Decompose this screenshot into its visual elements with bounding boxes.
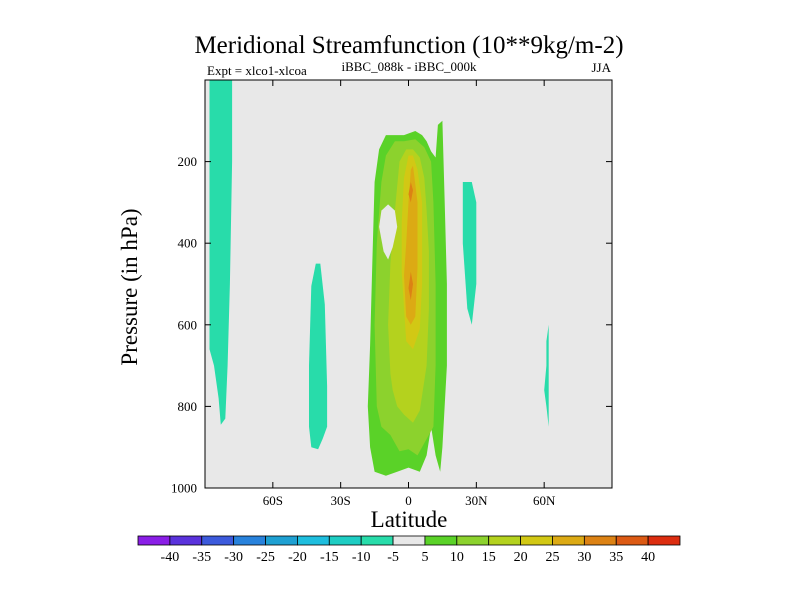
colorbar-swatch [552, 535, 585, 546]
colorbar-label: 35 [609, 550, 623, 565]
contour-regions [209, 80, 549, 476]
y-tick-label: 1000 [171, 481, 197, 496]
colorbar-swatch [647, 535, 681, 546]
colorbar-label: -35 [192, 550, 211, 565]
y-tick-label: 600 [178, 317, 198, 332]
colorbar-swatch [583, 535, 617, 546]
colorbar-swatch [360, 535, 394, 546]
colorbar-label: 15 [482, 550, 496, 565]
y-tick-label: 800 [178, 399, 198, 414]
y-tick-label: 200 [178, 154, 198, 169]
chart-subtitle-center: iBBC_088k - iBBC_000k [341, 59, 477, 74]
colorbar-label: 25 [545, 550, 559, 565]
contour-negative-5-10-nh-sub [462, 182, 477, 325]
colorbar-label: 5 [421, 550, 428, 565]
colorbar-label: -30 [224, 550, 243, 565]
colorbar-label: -40 [161, 550, 180, 565]
y-axis-label: Pressure (in hPa) [117, 208, 142, 365]
colorbar-swatch [328, 535, 362, 546]
chart-subtitle-left: Expt = xlco1-xlcoa [207, 63, 307, 78]
contour-positive-25-30 [404, 165, 418, 325]
colorbar-swatch [233, 535, 266, 546]
x-tick-label: 0 [405, 493, 412, 508]
colorbar: -40 -35 -30 -25 -20 -15 -10 -5 5 10 15 20 25 30 35 40 [137, 535, 681, 565]
contour-negative-5-10-west [209, 80, 233, 425]
colorbar-swatch [297, 535, 330, 546]
contour-positive-30-35-b [408, 271, 413, 301]
chart-title: Meridional Streamfunction (10**9kg/m-2) [194, 32, 623, 59]
colorbar-swatch [615, 535, 649, 546]
colorbar-swatch [424, 535, 458, 546]
colorbar-swatch [201, 535, 235, 546]
axis-ticks: 60S 30S 0 30N 60N 200 400 600 800 1000 [171, 80, 612, 508]
contour-negative-5-10-nh-high [544, 324, 549, 427]
colorbar-label: -15 [320, 550, 339, 565]
colorbar-swatch [488, 535, 521, 546]
chart-subtitle-right: JJA [591, 60, 611, 75]
colorbar-swatch [392, 535, 426, 546]
colorbar-label: -25 [256, 550, 275, 565]
colorbar-swatch [169, 535, 203, 546]
contour-negative-5-10-sh-mid [309, 263, 328, 450]
colorbar-label: -5 [387, 550, 399, 565]
x-tick-label: 60N [533, 493, 556, 508]
colorbar-label: -10 [352, 550, 371, 565]
x-tick-label: 60S [263, 493, 283, 508]
x-tick-label: 30N [465, 493, 488, 508]
colorbar-label: -20 [288, 550, 307, 565]
x-tick-label: 30S [331, 493, 351, 508]
colorbar-swatch [265, 535, 298, 546]
colorbar-swatch [520, 535, 553, 546]
colorbar-swatch [137, 535, 171, 546]
contour-hole-small-change [379, 204, 398, 260]
colorbar-label: 20 [514, 550, 528, 565]
x-axis-label: Latitude [371, 507, 448, 532]
y-tick-label: 400 [178, 236, 198, 251]
contour-positive-30-35 [408, 182, 413, 203]
colorbar-label: 40 [641, 550, 655, 565]
colorbar-label: 10 [450, 550, 464, 565]
colorbar-swatch [456, 535, 490, 546]
colorbar-label: 30 [577, 550, 591, 565]
